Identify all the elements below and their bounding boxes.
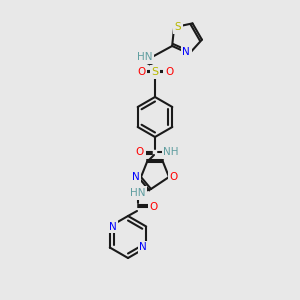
Text: S: S	[152, 67, 159, 77]
Text: HN: HN	[137, 52, 153, 62]
Text: S: S	[175, 22, 181, 32]
Text: NH: NH	[163, 147, 179, 157]
Text: O: O	[170, 172, 178, 182]
Text: N: N	[109, 221, 117, 232]
Text: N: N	[182, 47, 190, 57]
Text: O: O	[165, 67, 173, 77]
Text: O: O	[150, 202, 158, 212]
Text: O: O	[137, 67, 145, 77]
Text: O: O	[136, 147, 144, 157]
Text: N: N	[132, 172, 140, 182]
Text: N: N	[139, 242, 147, 253]
Text: HN: HN	[130, 188, 146, 198]
